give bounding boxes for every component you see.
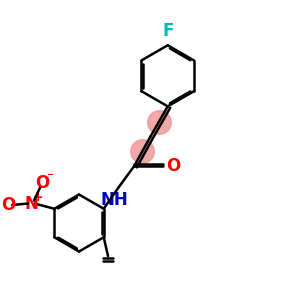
Text: ⁻: ⁻ (46, 170, 54, 184)
Text: N: N (25, 194, 39, 212)
Text: O: O (166, 157, 181, 175)
Text: O: O (35, 174, 49, 192)
Text: O: O (1, 196, 15, 214)
Text: NH: NH (101, 191, 129, 209)
Text: +: + (33, 190, 43, 204)
Text: F: F (162, 22, 173, 40)
